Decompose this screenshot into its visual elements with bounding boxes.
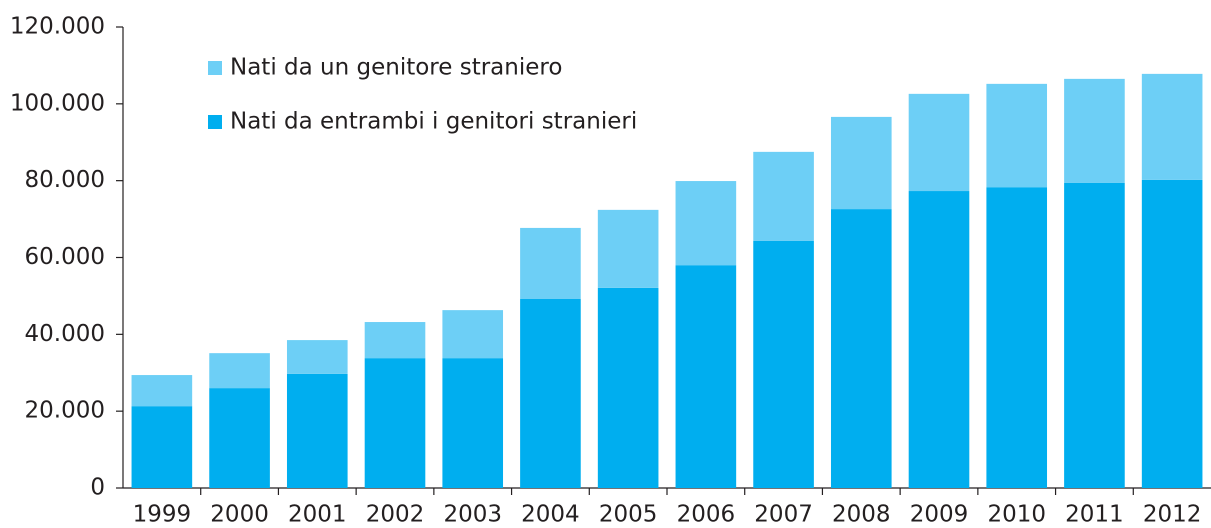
- y-tick-label: 80.000: [25, 167, 105, 193]
- bar-segment: [131, 406, 193, 488]
- legend-label: Nati da entrambi i genitori stranieri: [230, 109, 637, 135]
- legend-swatch: [208, 115, 222, 129]
- bar-segment: [675, 181, 737, 266]
- x-tick-label: 2007: [754, 502, 813, 528]
- x-tick-label: 2008: [832, 502, 891, 528]
- bar-segment: [286, 373, 348, 488]
- bar-segment: [908, 93, 970, 192]
- x-tick-label: 2004: [521, 502, 580, 528]
- bar-segment: [364, 358, 426, 488]
- x-tick-label: 1999: [133, 502, 192, 528]
- bar-segment: [520, 227, 581, 299]
- y-tick-label: 20.000: [25, 398, 105, 424]
- x-tick-label: 2011: [1065, 502, 1124, 528]
- x-tick-label: 2010: [987, 502, 1046, 528]
- bar-segment: [986, 83, 1048, 188]
- x-tick-label: 2012: [1143, 502, 1202, 528]
- x-tick-label: 2003: [443, 502, 502, 528]
- x-tick-label: 2001: [288, 502, 347, 528]
- bar-segment: [597, 209, 659, 288]
- bar-segment: [1141, 179, 1203, 489]
- bar-segment: [753, 151, 814, 241]
- legend-label: Nati da un genitore straniero: [230, 55, 562, 81]
- bar-segment: [442, 358, 504, 488]
- bar-segment: [986, 187, 1048, 488]
- y-tick-label: 60.000: [25, 244, 105, 270]
- bar-segment: [597, 287, 659, 488]
- bar-segment: [131, 375, 193, 407]
- bar-segment: [209, 388, 270, 488]
- bar-segment: [830, 209, 892, 488]
- x-tick-label: 2002: [366, 502, 425, 528]
- bar-segment: [442, 310, 504, 359]
- x-tick-label: 2000: [210, 502, 269, 528]
- y-tick-label: 100.000: [10, 90, 105, 116]
- bar-segment: [1141, 73, 1203, 180]
- bar-segment: [1064, 78, 1125, 183]
- y-tick-label: 120.000: [10, 14, 105, 40]
- bar-segment: [675, 265, 737, 488]
- bar-segment: [520, 298, 581, 488]
- x-tick-label: 2005: [599, 502, 658, 528]
- bar-segment: [830, 116, 892, 210]
- bar-segment: [364, 322, 426, 359]
- y-tick-label: 0: [90, 475, 105, 501]
- bar-segment: [908, 191, 970, 488]
- y-tick-label: 40.000: [25, 321, 105, 347]
- legend-swatch: [208, 61, 222, 75]
- bar-segment: [1064, 182, 1125, 488]
- bar-segment: [753, 240, 814, 488]
- x-tick-label: 2009: [910, 502, 969, 528]
- bar-segment: [209, 353, 270, 389]
- bar-segment: [286, 340, 348, 374]
- x-tick-label: 2006: [677, 502, 736, 528]
